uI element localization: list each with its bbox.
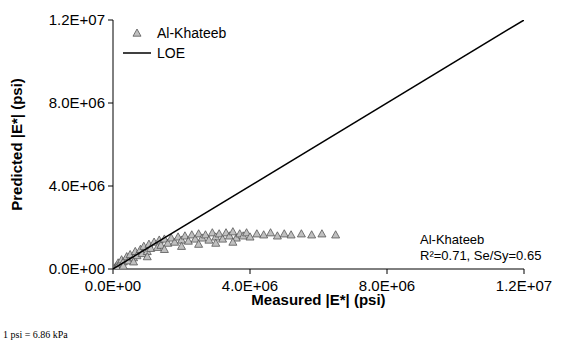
y-axis-title: Predicted |E*| (psi) (8, 78, 25, 211)
y-tick (108, 20, 113, 21)
x-tick-label: 0.0E+00 (85, 277, 141, 294)
point (229, 238, 237, 245)
point (308, 231, 316, 238)
plot-marks (113, 20, 524, 269)
y-tick (108, 103, 113, 104)
legend-swatch (133, 29, 141, 36)
chart: 0.0E+004.0E+068.0E+061.2E+070.0E+004.0E+… (0, 0, 569, 345)
loe-line (113, 20, 524, 269)
annotation: Al-Khateeb (420, 232, 484, 247)
legend-label: LOE (157, 45, 185, 61)
x-tick (113, 269, 114, 274)
point (195, 240, 203, 247)
y-tick (108, 269, 113, 270)
point (229, 228, 237, 235)
y-tick-label: 0.0E+00 (49, 260, 105, 277)
point (143, 253, 151, 260)
point (287, 231, 295, 238)
point (280, 230, 288, 237)
point (253, 230, 261, 237)
x-axis-title: Measured |E*| (psi) (251, 291, 385, 308)
y-tick-label: 1.2E+07 (49, 11, 105, 28)
point (212, 239, 220, 246)
y-tick (108, 186, 113, 187)
annotation: R²=0.71, Se/Sy=0.65 (420, 248, 541, 263)
y-tick-label: 8.0E+06 (49, 94, 105, 111)
x-tick (250, 269, 251, 274)
point (332, 231, 340, 238)
annotation: 1 psi = 6.86 kPa (3, 329, 68, 340)
x-tick-label: 1.2E+07 (496, 277, 552, 294)
y-tick-label: 4.0E+06 (49, 177, 105, 194)
point (178, 242, 186, 249)
x-tick (524, 269, 525, 274)
point (260, 231, 268, 238)
x-tick (387, 269, 388, 274)
x-axis (113, 269, 524, 270)
point (267, 229, 275, 236)
legend-swatch (123, 52, 151, 54)
point (273, 232, 281, 239)
point (297, 230, 305, 237)
point (160, 245, 168, 252)
point (318, 230, 326, 237)
legend-label: Al-Khateeb (157, 25, 226, 41)
y-axis (113, 20, 114, 269)
